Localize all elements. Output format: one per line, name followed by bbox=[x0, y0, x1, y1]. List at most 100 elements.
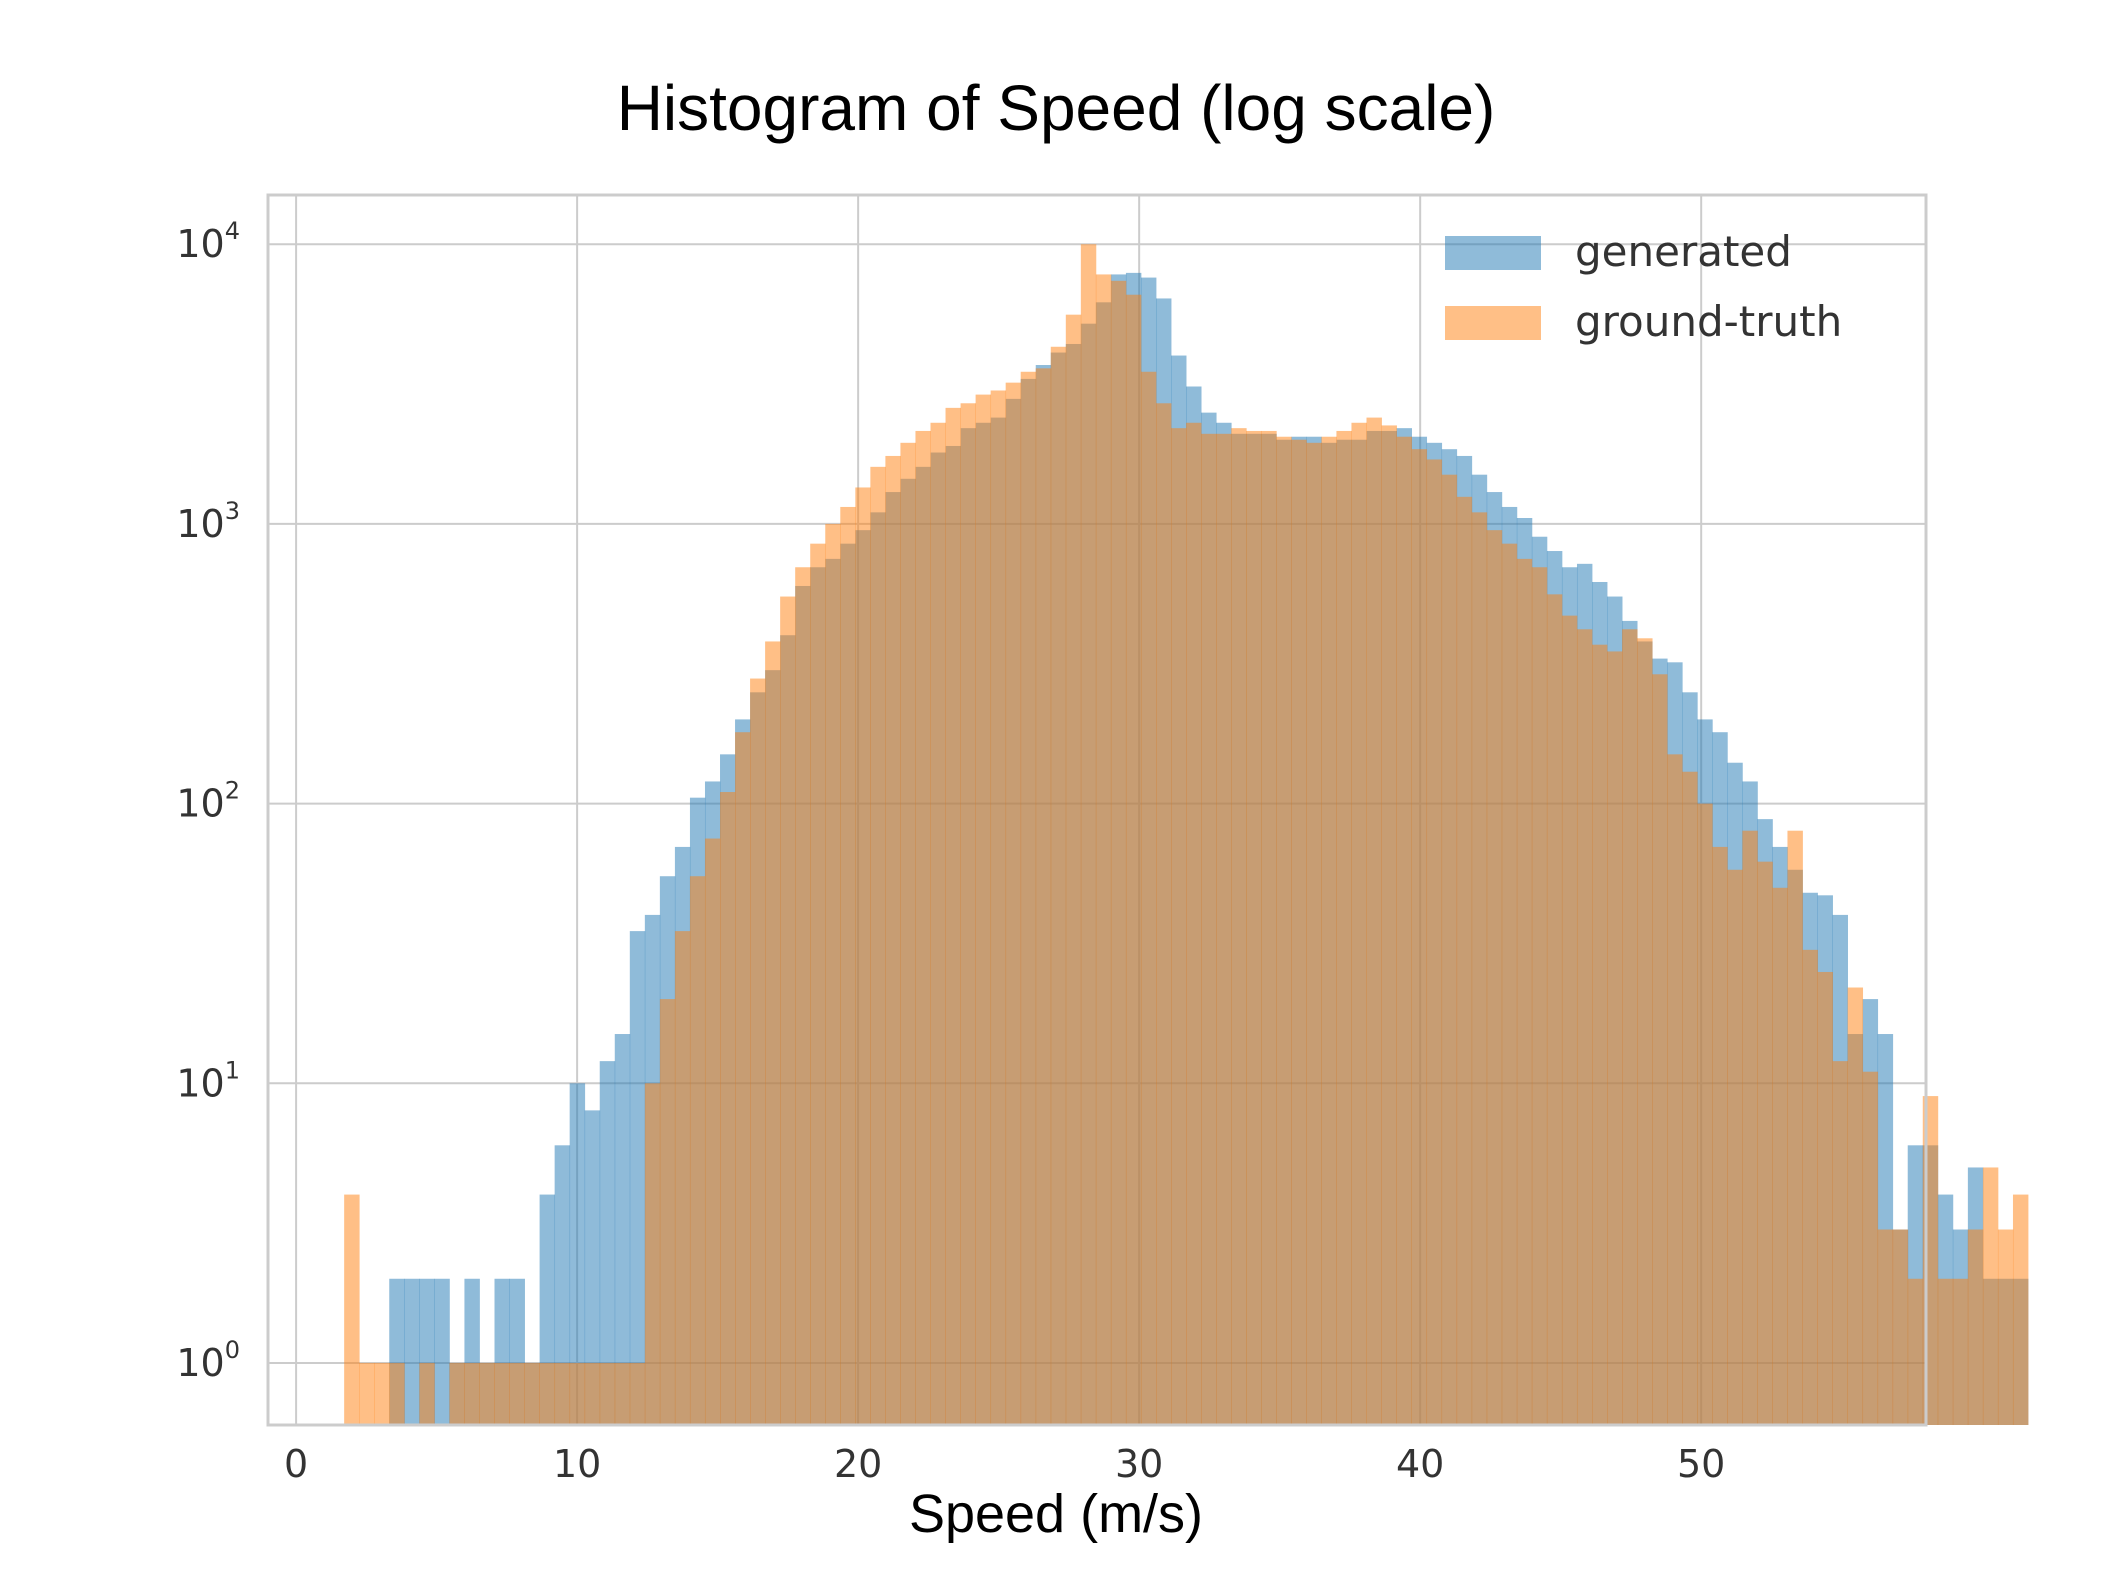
bar-ground-truth bbox=[1065, 314, 1082, 1425]
legend-label-ground-truth: ground-truth bbox=[1575, 297, 1842, 346]
bar-ground-truth bbox=[1501, 543, 1518, 1425]
bar-ground-truth bbox=[1426, 459, 1443, 1426]
bar-ground-truth bbox=[1276, 436, 1292, 1426]
bar-ground-truth bbox=[1005, 382, 1022, 1425]
bar-ground-truth bbox=[374, 1362, 390, 1425]
bar-generated bbox=[569, 1083, 586, 1425]
x-axis-ticks: 0 10 20 30 40 50 bbox=[284, 1442, 1725, 1486]
bar-ground-truth bbox=[1772, 887, 1788, 1425]
bar-ground-truth bbox=[614, 1362, 631, 1425]
bar-ground-truth bbox=[569, 1362, 586, 1425]
bar-ground-truth bbox=[554, 1362, 571, 1425]
bar-ground-truth bbox=[1411, 449, 1428, 1425]
bar-ground-truth bbox=[1396, 436, 1412, 1426]
x-tick-label: 10 bbox=[553, 1442, 601, 1486]
x-tick-label: 0 bbox=[284, 1442, 308, 1486]
bar-ground-truth bbox=[509, 1362, 525, 1425]
bar-ground-truth bbox=[1471, 512, 1488, 1425]
bar-ground-truth bbox=[1637, 638, 1653, 1425]
bar-ground-truth bbox=[975, 394, 992, 1426]
bar-ground-truth bbox=[1216, 433, 1232, 1425]
bar-ground-truth bbox=[1441, 474, 1458, 1425]
y-tick-label: 100 bbox=[176, 1336, 240, 1385]
bar-ground-truth bbox=[795, 567, 811, 1425]
bar-ground-truth bbox=[1456, 496, 1473, 1425]
bar-ground-truth bbox=[599, 1362, 616, 1425]
bar-ground-truth bbox=[389, 1362, 405, 1425]
bar-ground-truth bbox=[855, 487, 871, 1426]
legend-swatch-generated bbox=[1445, 236, 1541, 270]
bar-ground-truth bbox=[765, 641, 781, 1425]
bar-ground-truth bbox=[584, 1362, 601, 1425]
bar-ground-truth bbox=[1982, 1167, 1999, 1425]
bar-ground-truth bbox=[1712, 846, 1728, 1425]
bar-ground-truth bbox=[1336, 430, 1352, 1425]
bar-ground-truth bbox=[720, 792, 736, 1425]
bar-ground-truth bbox=[1231, 428, 1247, 1425]
bar-ground-truth bbox=[1667, 754, 1683, 1425]
bar-ground-truth bbox=[1787, 830, 1803, 1425]
bar-ground-truth bbox=[945, 407, 961, 1425]
bar-ground-truth bbox=[1050, 346, 1067, 1425]
bar-generated bbox=[554, 1145, 571, 1425]
bar-ground-truth bbox=[689, 876, 706, 1425]
y-tick-label: 102 bbox=[176, 777, 240, 826]
bar-ground-truth bbox=[449, 1362, 465, 1425]
bar-ground-truth bbox=[990, 390, 1007, 1425]
x-tick-label: 30 bbox=[1115, 1442, 1163, 1486]
bar-ground-truth bbox=[1291, 439, 1307, 1426]
bar-ground-truth bbox=[1321, 436, 1337, 1426]
bar-ground-truth bbox=[1727, 869, 1743, 1425]
bar-ground-truth bbox=[1516, 558, 1533, 1425]
bar-ground-truth bbox=[674, 931, 691, 1425]
bar-ground-truth bbox=[494, 1362, 510, 1425]
y-axis-ticks: 100 101 102 103 104 bbox=[176, 217, 240, 1385]
bar-ground-truth bbox=[780, 596, 796, 1425]
bar-ground-truth bbox=[1862, 1071, 1879, 1425]
bar-ground-truth bbox=[629, 1362, 646, 1425]
bar-ground-truth bbox=[1156, 403, 1172, 1425]
bar-ground-truth bbox=[1035, 368, 1052, 1426]
bar-ground-truth bbox=[1817, 971, 1833, 1425]
bar-ground-truth bbox=[1997, 1229, 2014, 1425]
bar-ground-truth bbox=[810, 543, 826, 1425]
bar-ground-truth bbox=[1892, 1229, 1909, 1425]
bar-ground-truth bbox=[1802, 949, 1818, 1425]
bar-ground-truth bbox=[930, 422, 946, 1425]
bar-ground-truth bbox=[1652, 674, 1668, 1425]
bar-ground-truth bbox=[524, 1362, 540, 1425]
bar-generated bbox=[614, 1034, 631, 1425]
bar-ground-truth bbox=[2012, 1194, 2029, 1425]
bar-ground-truth bbox=[419, 1362, 435, 1425]
bar-ground-truth bbox=[344, 1194, 360, 1425]
bar-ground-truth bbox=[1201, 433, 1217, 1425]
bar-ground-truth bbox=[1742, 830, 1758, 1425]
bar-ground-truth bbox=[1095, 274, 1112, 1426]
bar-ground-truth bbox=[1937, 1278, 1954, 1425]
bar-ground-truth bbox=[1697, 803, 1713, 1425]
legend: generated ground-truth bbox=[1445, 227, 1842, 346]
bar-ground-truth bbox=[1561, 615, 1578, 1425]
bar-ground-truth bbox=[870, 466, 886, 1426]
bar-ground-truth bbox=[1186, 422, 1202, 1425]
bar-ground-truth bbox=[1832, 1061, 1848, 1425]
bar-ground-truth bbox=[1306, 442, 1322, 1425]
bar-ground-truth bbox=[464, 1362, 480, 1425]
bar-ground-truth bbox=[1246, 430, 1262, 1425]
bar-ground-truth bbox=[1486, 530, 1503, 1425]
bar-ground-truth bbox=[960, 403, 976, 1425]
bar-ground-truth bbox=[915, 430, 931, 1425]
bar-ground-truth bbox=[359, 1362, 375, 1425]
bar-ground-truth bbox=[1080, 244, 1097, 1425]
bar-generated bbox=[629, 931, 646, 1425]
bar-generated bbox=[584, 1110, 601, 1425]
chart-title: Histogram of Speed (log scale) bbox=[617, 72, 1496, 144]
x-tick-label: 50 bbox=[1677, 1442, 1725, 1486]
bar-ground-truth bbox=[1607, 651, 1623, 1425]
bar-ground-truth bbox=[1261, 430, 1277, 1425]
bar-ground-truth bbox=[1140, 371, 1157, 1425]
bars bbox=[344, 244, 2029, 1426]
bar-ground-truth bbox=[750, 678, 766, 1425]
y-tick-label: 103 bbox=[176, 497, 240, 546]
